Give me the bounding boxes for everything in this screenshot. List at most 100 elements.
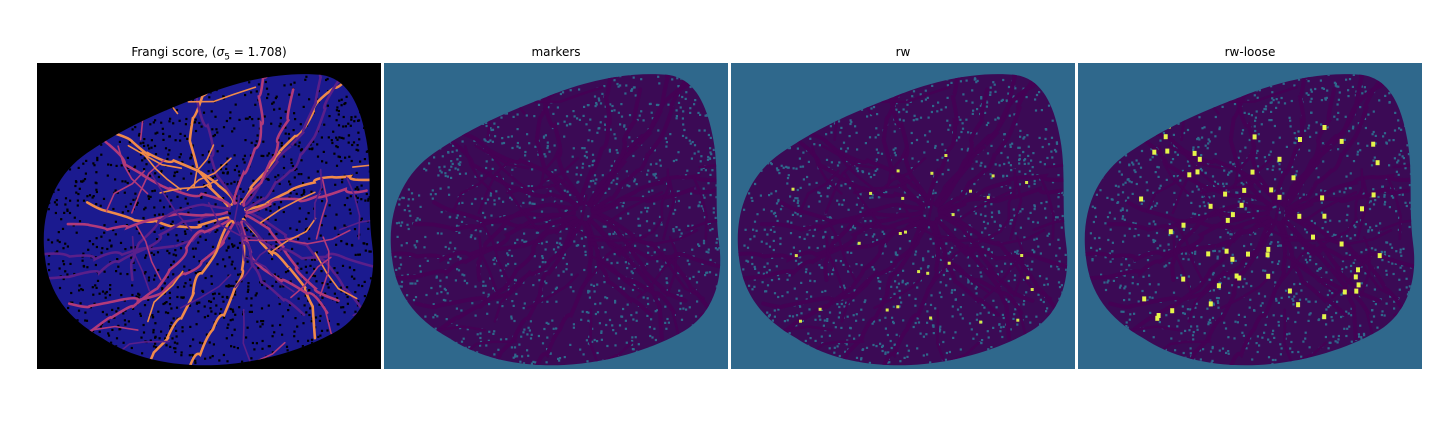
- vessel-segment: [843, 172, 887, 232]
- highlight-pixel: [885, 308, 889, 312]
- vessel-segment: [1285, 255, 1337, 293]
- vessel-segment: [477, 158, 513, 215]
- highlight-pixel: [1025, 181, 1029, 184]
- highlight-pixel: [1311, 234, 1315, 240]
- vessel-segment: [179, 274, 232, 309]
- vessel-network: [390, 74, 721, 366]
- vessel-segment: [1007, 168, 1017, 221]
- vessel-segment: [589, 308, 600, 366]
- vessel-segment: [1045, 146, 1068, 169]
- vessel-segment: [85, 201, 230, 229]
- vessel-segment: [477, 219, 583, 366]
- vessel-segment: [493, 270, 532, 323]
- vessel-segment: [585, 74, 721, 206]
- frangi-image: [37, 63, 381, 369]
- vessel-segment: [588, 87, 643, 208]
- highlight-pixel: [1371, 192, 1376, 198]
- highlight-pixel: [1181, 276, 1186, 282]
- vessel-segment: [873, 273, 926, 310]
- highlight-pixel: [1291, 175, 1296, 181]
- highlight-pixel: [1277, 156, 1282, 162]
- vessel-segment: [983, 256, 1027, 299]
- vessel-segment: [245, 256, 295, 293]
- vessel-segment: [824, 158, 860, 215]
- vessel-segment: [1106, 210, 1270, 232]
- highlight-pixel: [1152, 149, 1157, 155]
- vessel-segment: [539, 74, 584, 206]
- vessel-segment: [636, 256, 680, 299]
- vessel-segment: [1328, 229, 1393, 246]
- vessel-network: [1084, 74, 1415, 366]
- vessel-segment: [606, 191, 664, 225]
- vessel-segment: [207, 202, 264, 240]
- panel-rw-loose: rw-loose: [1078, 40, 1422, 380]
- vessel-segment: [886, 143, 909, 189]
- vessel-segment: [1220, 273, 1273, 310]
- vessel-segment: [692, 176, 708, 241]
- highlight-pixel: [1020, 254, 1024, 257]
- highlight-pixel: [1224, 248, 1229, 254]
- highlight-pixel: [944, 154, 948, 157]
- vessel-segment: [580, 194, 593, 263]
- vessel-segment: [580, 244, 622, 289]
- vessel-segment: [1039, 176, 1055, 241]
- vessel-segment: [259, 191, 316, 224]
- highlight-pixel: [1181, 222, 1186, 228]
- vessel-segment: [129, 203, 231, 282]
- vessel-segment: [187, 86, 257, 103]
- vessel-segment: [1157, 144, 1190, 195]
- vessel-segment: [1283, 308, 1294, 366]
- vessel-segment: [269, 217, 317, 254]
- vessel-segment: [526, 273, 579, 310]
- highlight-pixel: [818, 307, 822, 311]
- vessel-segment: [823, 202, 926, 282]
- vessel-segment: [591, 186, 716, 215]
- vessel-segment: [824, 219, 930, 366]
- vessel-segment: [1248, 201, 1305, 241]
- highlight-pixel: [969, 189, 972, 193]
- vessel-segment: [352, 146, 374, 168]
- vessel-segment: [1392, 146, 1415, 169]
- highlight-pixel: [1371, 141, 1376, 147]
- vessel-segment: [828, 222, 857, 281]
- highlight-pixel: [1339, 241, 1344, 247]
- vessel-segment: [127, 144, 183, 169]
- highlight-pixel: [1225, 217, 1230, 223]
- vessel-segment: [840, 270, 879, 323]
- vessel-segment: [1170, 202, 1273, 282]
- vessel-segment: [185, 221, 246, 366]
- highlight-pixel: [929, 316, 933, 320]
- vessel-segment: [1109, 217, 1273, 340]
- highlight-pixel: [1163, 134, 1168, 140]
- highlight-pixel: [1155, 315, 1160, 321]
- vessel-segment: [1190, 172, 1234, 232]
- vessel-segment: [496, 172, 540, 232]
- highlight-pixel: [1266, 273, 1271, 279]
- vessel-segment: [415, 217, 579, 340]
- highlight-pixel: [917, 270, 921, 274]
- highlight-pixel: [986, 195, 990, 199]
- highlight-pixel: [1139, 196, 1144, 202]
- vessel-segment: [488, 150, 530, 191]
- vessel-segment: [927, 244, 969, 289]
- highlight-pixel: [1239, 202, 1244, 208]
- vessel-segment: [762, 217, 926, 340]
- highlight-pixel: [1208, 203, 1213, 209]
- vessel-segment: [1171, 219, 1277, 366]
- vessel-segment: [68, 219, 236, 309]
- highlight-pixel: [926, 271, 930, 275]
- vessel-segment: [1172, 235, 1192, 293]
- vessel-segment: [1310, 217, 1358, 254]
- vessel-segment: [193, 74, 237, 205]
- highlight-pixel: [1298, 137, 1302, 142]
- panel-rw: rw: [731, 40, 1075, 380]
- highlight-pixel: [1142, 296, 1147, 302]
- vessel-segment: [1274, 341, 1328, 366]
- vessel-segment: [1182, 150, 1224, 191]
- highlight-pixel: [1356, 267, 1360, 273]
- vessel-segment: [698, 146, 721, 169]
- highlight-pixel: [1026, 276, 1030, 280]
- vessel-segment: [44, 212, 229, 280]
- vessel-segment: [1300, 191, 1358, 225]
- panel-title-rw-loose: rw-loose: [1224, 45, 1276, 59]
